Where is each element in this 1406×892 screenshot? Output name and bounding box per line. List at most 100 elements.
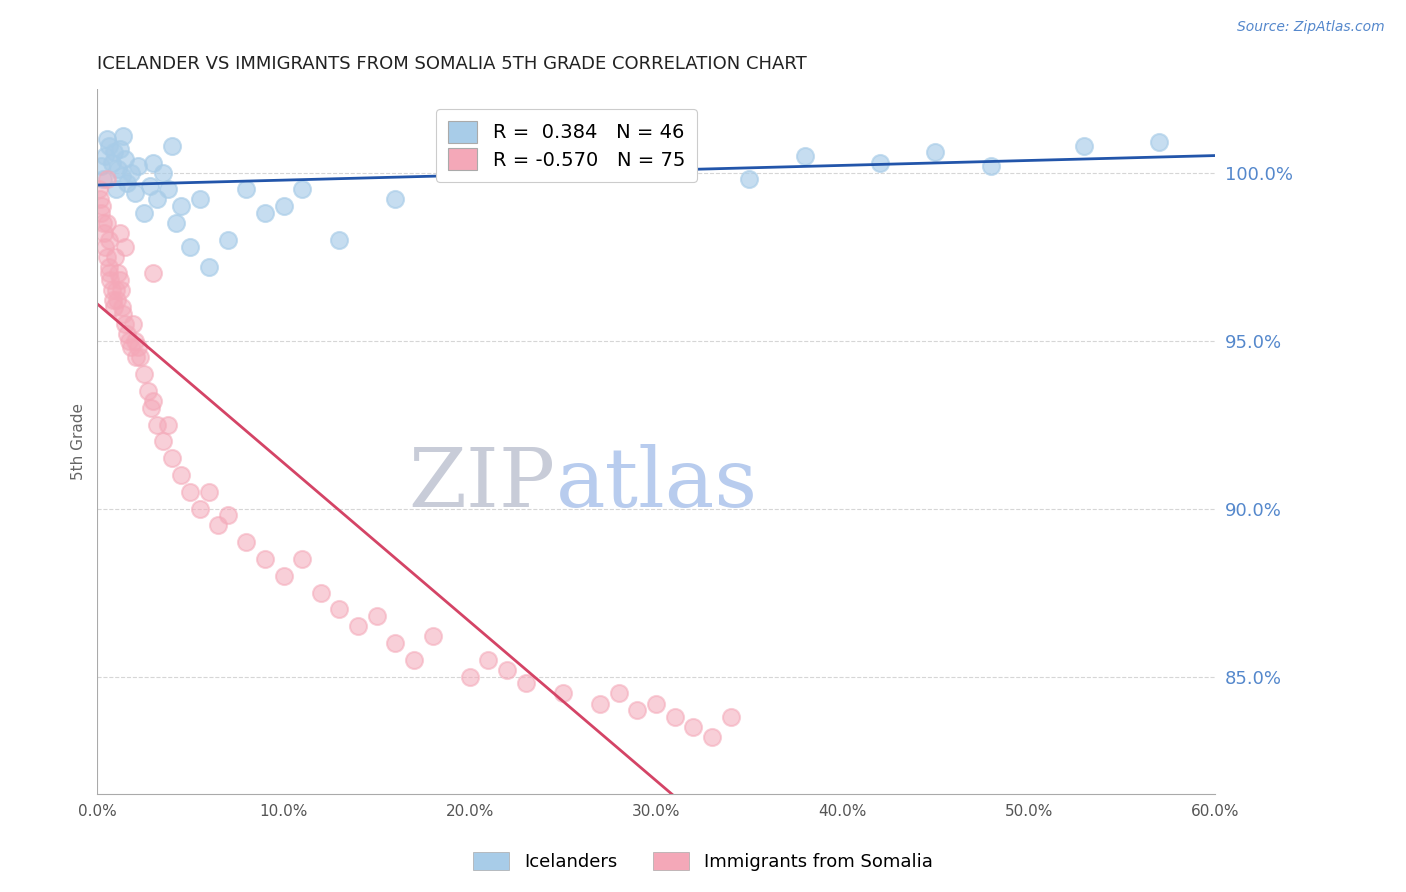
Point (90, 206, 112, 220)
Point (142, 267, 165, 281)
Point (127, 159, 149, 173)
Point (124, 334, 146, 348)
Point (607, 686, 630, 700)
Point (107, 162, 129, 177)
Point (207, 518, 229, 533)
Point (170, 468, 193, 483)
Point (664, 710, 686, 724)
Point (980, 159, 1002, 173)
Point (114, 239, 136, 253)
Point (112, 307, 135, 321)
Point (1147, 136, 1170, 150)
Point (107, 267, 129, 281)
Point (136, 384, 159, 398)
Point (384, 636, 406, 650)
Text: Source: ZipAtlas.com: Source: ZipAtlas.com (1237, 20, 1385, 34)
Point (115, 326, 138, 341)
Point (110, 283, 132, 297)
Point (152, 434, 174, 449)
Point (90, 159, 112, 173)
Point (188, 501, 211, 516)
Point (682, 720, 704, 734)
Point (96, 250, 118, 264)
Point (125, 351, 148, 365)
Point (120, 340, 142, 354)
Point (309, 585, 332, 599)
Point (160, 451, 183, 466)
Point (108, 142, 131, 156)
Point (96, 216, 118, 230)
Point (146, 417, 169, 432)
Point (458, 670, 481, 684)
Point (179, 239, 201, 253)
Point (253, 206, 276, 220)
Point (97, 233, 120, 247)
Point (132, 368, 155, 382)
Point (93, 226, 115, 240)
Point (101, 155, 124, 169)
Point (328, 602, 350, 616)
Point (152, 165, 174, 179)
Point (114, 152, 136, 166)
Point (179, 484, 201, 499)
Point (103, 145, 125, 160)
Point (645, 697, 668, 711)
Point (141, 401, 163, 415)
Legend: Icelanders, Immigrants from Somalia: Icelanders, Immigrants from Somalia (467, 845, 939, 879)
Point (121, 317, 143, 331)
Point (96, 132, 118, 146)
Point (108, 273, 131, 287)
Point (97, 138, 120, 153)
Point (477, 653, 499, 667)
Text: ICELANDER VS IMMIGRANTS FROM SOMALIA 5TH GRADE CORRELATION CHART: ICELANDER VS IMMIGRANTS FROM SOMALIA 5TH… (97, 55, 807, 73)
Point (422, 629, 444, 643)
Point (91, 216, 114, 230)
Point (1073, 138, 1095, 153)
Point (496, 663, 519, 677)
Point (347, 619, 370, 633)
Point (110, 169, 132, 183)
Point (291, 552, 314, 566)
Point (97, 260, 120, 274)
Point (328, 233, 350, 247)
Point (120, 165, 142, 179)
Text: atlas: atlas (555, 444, 758, 524)
Point (124, 186, 146, 200)
Point (170, 199, 193, 213)
Point (515, 138, 537, 153)
Point (402, 653, 425, 667)
Point (626, 703, 648, 717)
Point (198, 260, 221, 274)
Point (129, 351, 152, 365)
Point (217, 233, 239, 247)
Point (366, 609, 388, 624)
Point (440, 149, 463, 163)
Point (98, 267, 121, 281)
Point (127, 340, 149, 354)
Point (217, 508, 239, 523)
Point (515, 676, 537, 690)
Point (253, 552, 276, 566)
Point (101, 293, 124, 308)
Point (188, 193, 211, 207)
Point (94, 239, 117, 253)
Point (89, 193, 111, 207)
Point (146, 193, 169, 207)
Point (235, 535, 257, 549)
Point (720, 710, 742, 724)
Point (700, 730, 723, 744)
Point (100, 273, 122, 287)
Point (160, 138, 183, 153)
Point (104, 250, 127, 264)
Point (198, 484, 221, 499)
Point (101, 283, 124, 297)
Point (105, 293, 128, 308)
Y-axis label: 5th Grade: 5th Grade (72, 403, 86, 480)
Point (291, 182, 314, 196)
Point (89, 182, 111, 196)
Point (91, 172, 114, 186)
Point (384, 193, 406, 207)
Point (273, 199, 295, 213)
Point (112, 128, 135, 143)
Point (103, 300, 125, 314)
